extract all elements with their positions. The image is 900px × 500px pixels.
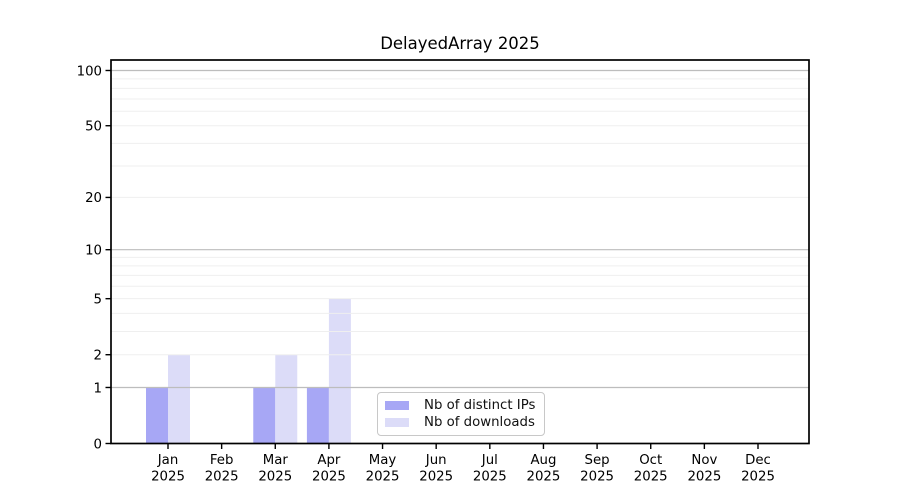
bar-distinct-ips (306, 387, 329, 444)
x-tick-label-month: Aug (530, 453, 556, 468)
y-tick-label: 2 (94, 349, 102, 364)
x-tick-label-year: 2025 (634, 470, 668, 485)
legend: Nb of distinct IPs Nb of downloads (377, 392, 545, 436)
y-tick-label: 10 (85, 243, 102, 258)
bar-downloads (328, 298, 351, 444)
x-tick-label-year: 2025 (473, 470, 507, 485)
x-tick-label-year: 2025 (687, 470, 721, 485)
y-tick-label: 0 (94, 437, 102, 452)
x-tick-label-year: 2025 (151, 470, 185, 485)
x-tick-label-month: May (369, 453, 397, 468)
y-tick-label: 50 (85, 120, 102, 135)
x-tick-label-year: 2025 (366, 470, 400, 485)
x-tick-label-month: Apr (317, 453, 341, 468)
x-tick-label-month: Oct (639, 453, 662, 468)
x-tick-label-month: Nov (691, 453, 717, 468)
y-tick-label: 1 (94, 381, 102, 396)
x-tick-label-month: Sep (585, 453, 610, 468)
legend-label-distinct-ips: Nb of distinct IPs (424, 397, 536, 413)
x-tick-label-year: 2025 (741, 470, 775, 485)
x-tick-label-year: 2025 (419, 470, 453, 485)
bar-distinct-ips (253, 387, 276, 444)
x-tick-label-year: 2025 (527, 470, 561, 485)
x-tick-label-month: Jul (481, 453, 498, 468)
legend-item-distinct-ips: Nb of distinct IPs (385, 397, 536, 413)
bar-distinct-ips (146, 387, 168, 444)
legend-label-downloads: Nb of downloads (424, 415, 535, 430)
legend-item-downloads: Nb of downloads (385, 416, 536, 429)
y-tick-label: 20 (85, 191, 102, 206)
x-tick-label-month: Jun (425, 453, 447, 468)
bar-downloads (168, 354, 190, 444)
x-tick-label-year: 2025 (258, 470, 292, 485)
plot-border (110, 59, 810, 445)
x-tick-label-year: 2025 (312, 470, 346, 485)
x-tick-label-month: Jan (157, 453, 179, 468)
x-tick-label-month: Feb (210, 453, 234, 468)
y-tick-label: 5 (94, 292, 102, 307)
legend-swatch-downloads (385, 418, 409, 428)
x-tick-label-year: 2025 (205, 470, 239, 485)
legend-swatch-distinct-ips (385, 400, 409, 410)
y-tick-label: 100 (77, 64, 102, 79)
chart-title: DelayedArray 2025 (380, 34, 540, 53)
x-tick-label-month: Dec (745, 453, 771, 468)
x-tick-label-month: Mar (263, 453, 289, 468)
bar-downloads (275, 354, 298, 444)
x-tick-label-year: 2025 (580, 470, 614, 485)
